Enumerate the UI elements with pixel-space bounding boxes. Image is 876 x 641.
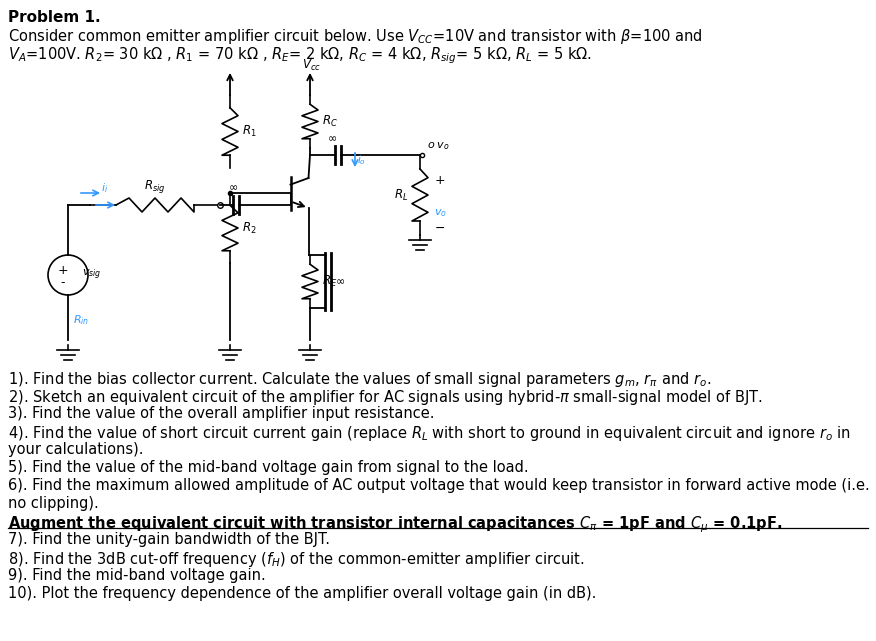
- Text: -: -: [60, 276, 65, 290]
- Text: $R_{in}$: $R_{in}$: [73, 313, 89, 327]
- Text: 4). Find the value of short circuit current gain (replace $R_L$ with short to gr: 4). Find the value of short circuit curr…: [8, 424, 851, 443]
- Text: $R_2$: $R_2$: [242, 221, 257, 235]
- Text: $R_L$: $R_L$: [393, 187, 408, 203]
- Text: Augment the equivalent circuit with transistor internal capacitances $C_\pi$ = 1: Augment the equivalent circuit with tran…: [8, 514, 782, 535]
- Text: $R_E$: $R_E$: [322, 274, 337, 289]
- Text: $R_{sig}$: $R_{sig}$: [145, 178, 166, 195]
- Text: $V_{cc}$: $V_{cc}$: [302, 58, 321, 73]
- Text: 7). Find the unity-gain bandwidth of the BJT.: 7). Find the unity-gain bandwidth of the…: [8, 532, 330, 547]
- Text: 1). Find the bias collector current. Calculate the values of small signal parame: 1). Find the bias collector current. Cal…: [8, 370, 711, 389]
- Text: $V_A$=100V. $R_2$= 30 k$\Omega$ , $R_1$ = 70 k$\Omega$ , $R_E$= 2 k$\Omega$, $R_: $V_A$=100V. $R_2$= 30 k$\Omega$ , $R_1$ …: [8, 45, 592, 65]
- Text: $+$: $+$: [434, 174, 445, 187]
- Text: 2). Sketch an equivalent circuit of the amplifier for AC signals using hybrid-$\: 2). Sketch an equivalent circuit of the …: [8, 388, 762, 407]
- Text: 8). Find the 3dB cut-off frequency ($f_H$) of the common-emitter amplifier circu: 8). Find the 3dB cut-off frequency ($f_H…: [8, 550, 584, 569]
- Text: 10). Plot the frequency dependence of the amplifier overall voltage gain (in dB): 10). Plot the frequency dependence of th…: [8, 586, 597, 601]
- Text: +: +: [58, 265, 68, 278]
- Text: 9). Find the mid-band voltage gain.: 9). Find the mid-band voltage gain.: [8, 568, 265, 583]
- Text: Consider common emitter amplifier circuit below. Use $V_{CC}$=10V and transistor: Consider common emitter amplifier circui…: [8, 27, 703, 46]
- Text: $\infty$: $\infty$: [228, 182, 238, 192]
- Text: $i_i$: $i_i$: [102, 181, 109, 195]
- Text: your calculations).: your calculations).: [8, 442, 144, 457]
- Text: $R_C$: $R_C$: [322, 114, 338, 129]
- Text: $v_o$: $v_o$: [434, 207, 447, 219]
- Text: Problem 1.: Problem 1.: [8, 10, 101, 25]
- Text: $\infty$: $\infty$: [327, 133, 337, 143]
- Text: $R_1$: $R_1$: [242, 124, 257, 139]
- Text: $v_{sig}$: $v_{sig}$: [82, 268, 102, 282]
- Text: no clipping).: no clipping).: [8, 496, 99, 511]
- Text: $o\; v_o$: $o\; v_o$: [427, 140, 449, 152]
- Text: $-$: $-$: [434, 221, 445, 233]
- Text: $\infty$: $\infty$: [335, 276, 345, 286]
- Text: 6). Find the maximum allowed amplitude of AC output voltage that would keep tran: 6). Find the maximum allowed amplitude o…: [8, 478, 870, 493]
- Text: $i_o$: $i_o$: [357, 153, 366, 167]
- Text: 5). Find the value of the mid-band voltage gain from signal to the load.: 5). Find the value of the mid-band volta…: [8, 460, 528, 475]
- Text: 3). Find the value of the overall amplifier input resistance.: 3). Find the value of the overall amplif…: [8, 406, 434, 421]
